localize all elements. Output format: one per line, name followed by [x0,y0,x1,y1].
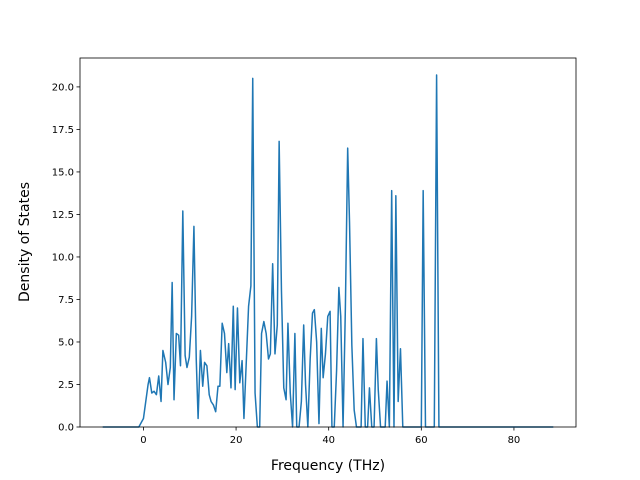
y-tick-label: 5.0 [58,337,74,348]
y-tick-label: 12.5 [52,210,74,221]
y-tick-label: 0.0 [58,423,74,434]
plot-frame [79,57,577,428]
x-tick-label: 80 [508,435,521,446]
y-tick-label: 10.0 [52,252,74,263]
y-axis-label: Density of States [17,182,33,302]
x-tick-label: 20 [230,435,243,446]
y-tick-label: 2.5 [58,380,74,391]
x-tick-label: 60 [415,435,428,446]
y-tick-label: 17.5 [52,125,74,136]
y-tick-label: 15.0 [52,167,74,178]
x-axis-label: Frequency (THz) [271,458,385,474]
line-series [102,74,554,428]
y-tick-label: 7.5 [58,295,74,306]
x-tick-label: 40 [322,435,335,446]
y-tick-label: 20.0 [52,82,74,93]
x-tick-label: 0 [140,435,146,446]
